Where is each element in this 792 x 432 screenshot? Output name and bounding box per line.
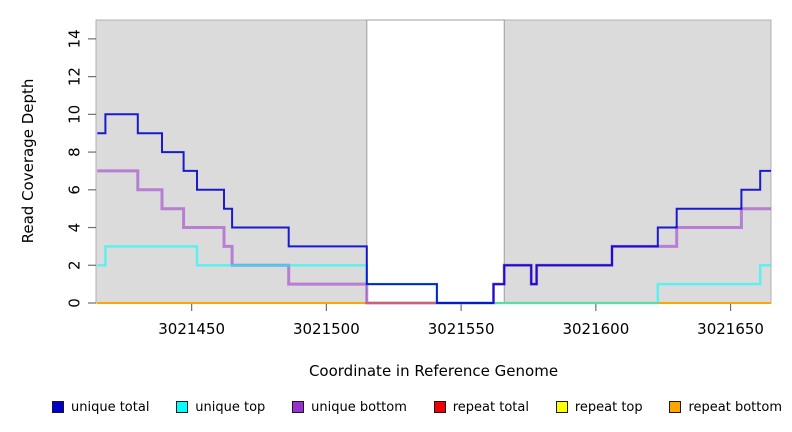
x-tick-label: 3021600 [562,320,629,338]
legend-swatch-unique-top [176,401,189,413]
legend-label-repeat-top: repeat top [574,399,643,415]
legend-item-repeat-top: repeat top [555,399,643,415]
y-tick-label: 10 [66,105,84,124]
legend-label-unique-bottom: unique bottom [311,399,407,415]
series-line-unique-total [97,113,771,304]
plot-legend: unique total unique top unique bottom repea… [52,396,782,418]
x-axis-title: Coordinate in Reference Genome [308,362,559,380]
y-tick-label: 4 [66,223,84,233]
legend-label-unique-top: unique top [195,399,266,415]
y-tick-label: 0 [66,298,84,308]
y-tick-label: 12 [66,67,84,86]
legend-swatch-repeat-total [433,401,446,413]
y-tick-label: 2 [66,260,84,270]
x-tick-label: 3021550 [428,320,495,338]
y-tick-label: 6 [66,185,84,195]
legend-label-unique-total: unique total [71,399,150,415]
legend-swatch-unique-bottom [292,401,305,413]
x-tick-label: 3021500 [293,320,360,338]
highlight-band [366,19,505,304]
legend-swatch-repeat-bottom [669,401,682,413]
y-tick-label: 8 [66,147,84,157]
y-tick-label: 14 [66,29,84,48]
legend-item-repeat-total: repeat total [433,399,529,415]
legend-item-unique-bottom: unique bottom [292,400,407,415]
legend-label-repeat-bottom: repeat bottom [688,399,782,415]
x-tick-label: 3021450 [158,320,225,338]
legend-swatch-repeat-top [555,401,568,413]
legend-label-repeat-total: repeat total [452,399,529,415]
legend-item-unique-top: unique top [176,400,265,415]
x-tick-label: 3021650 [697,320,764,338]
legend-item-repeat-bottom: repeat bottom [669,400,782,415]
y-axis-title: Read Coverage Depth [19,78,37,244]
legend-swatch-unique-total [52,401,64,413]
legend-item-unique-total: unique total [52,400,149,415]
